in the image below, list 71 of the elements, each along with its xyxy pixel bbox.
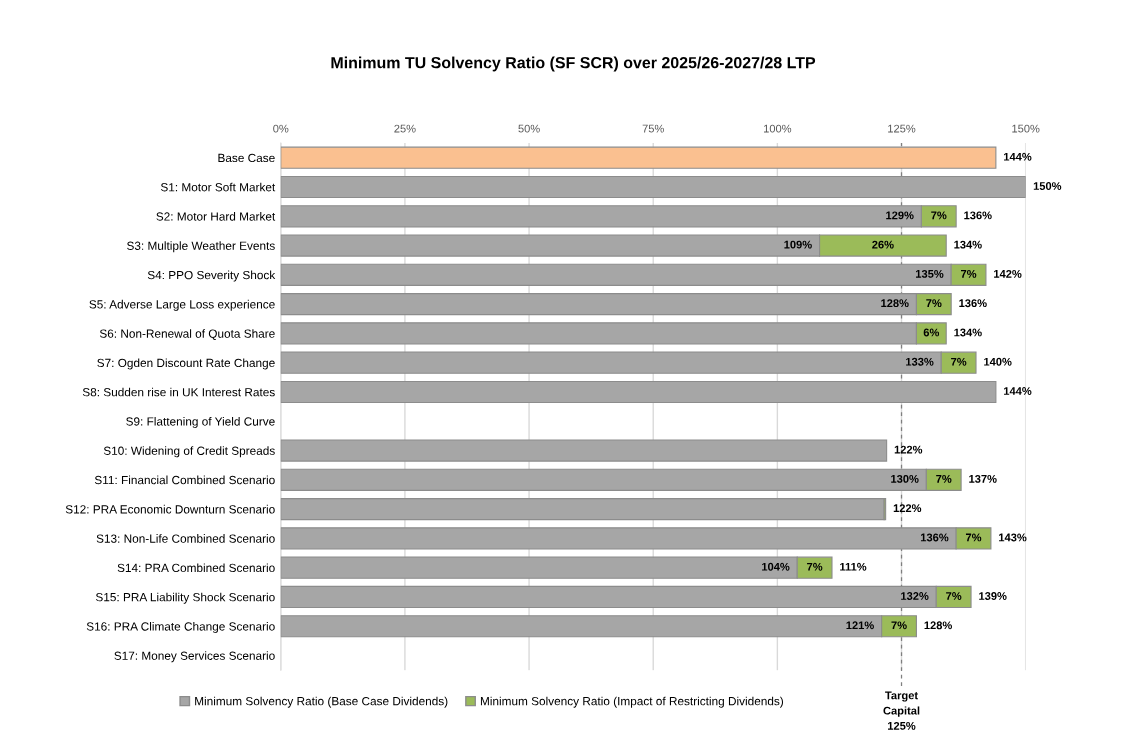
legend-label: Minimum Solvency Ratio (Impact of Restricting Dividends) <box>480 696 784 708</box>
y-tick-label: S9: Flattening of Yield Curve <box>126 416 275 428</box>
ref-line-label: Target Capital 125% <box>883 691 920 730</box>
y-tick-label: S8: Sudden rise in UK Interest Rates <box>82 387 275 397</box>
total-label: 150% <box>1033 182 1062 190</box>
total-label: 134% <box>954 240 982 249</box>
data-label: 7% <box>936 474 952 483</box>
total-label: 139% <box>979 592 1007 600</box>
data-label: 6% <box>923 328 940 337</box>
bar <box>280 498 885 521</box>
data-label: 133% <box>906 357 934 366</box>
data-label: 109% <box>784 240 812 249</box>
total-label: 136% <box>964 211 992 220</box>
x-tick-label: 50% <box>518 124 540 133</box>
y-tick-label: S15: PRA Liability Shock Scenario <box>95 592 275 604</box>
y-tick-label: S16: PRA Climate Change Scenario <box>86 621 275 633</box>
data-label: 7% <box>891 621 907 630</box>
total-label: 111% <box>840 562 867 571</box>
bar <box>280 380 997 404</box>
y-tick-label: S14: PRA Combined Scenario <box>117 563 275 573</box>
data-label: 129% <box>886 211 914 220</box>
total-label: 137% <box>969 474 997 483</box>
data-label: 135% <box>916 269 944 278</box>
total-label: 142% <box>994 269 1022 278</box>
y-tick-label: S5: Adverse Large Loss experience <box>89 299 275 311</box>
x-tick-label: 75% <box>642 124 664 133</box>
data-label: 7% <box>961 269 977 278</box>
data-label: 7% <box>807 562 823 571</box>
x-tick-label: 100% <box>764 124 792 133</box>
data-label: 7% <box>926 299 942 308</box>
total-label: 136% <box>959 299 987 308</box>
x-tick-label: 150% <box>1012 124 1040 133</box>
total-label: 143% <box>999 533 1027 542</box>
data-label: 130% <box>891 474 919 483</box>
data-label: 26% <box>872 240 894 249</box>
y-tick-label: S12: PRA Economic Downturn Scenario <box>65 504 275 514</box>
data-label: 128% <box>881 299 909 308</box>
data-label: 7% <box>946 592 962 600</box>
bar <box>280 146 997 169</box>
data-label: 7% <box>931 211 947 220</box>
y-tick-label: S7: Ogden Discount Rate Change <box>97 358 275 370</box>
data-label: 136% <box>920 533 949 542</box>
legend-label: Minimum Solvency Ratio (Base Case Dividends) <box>195 696 448 708</box>
y-tick-label: S2: Motor Hard Market <box>156 212 276 221</box>
total-label: 128% <box>924 621 952 630</box>
y-tick-label: S13: Non-Life Combined Scenario <box>96 534 275 543</box>
total-label: 134% <box>954 328 982 337</box>
bar <box>280 439 888 462</box>
total-label: 144% <box>1004 152 1032 161</box>
x-tick-label: 25% <box>394 124 416 133</box>
y-tick-label: S6: Non-Renewal of Quota Share <box>99 329 275 340</box>
y-tick-label: S4: PPO Severity Shock <box>147 270 276 282</box>
data-label: 7% <box>951 357 967 366</box>
data-label: 121% <box>846 621 874 630</box>
x-tick-label: 0% <box>273 124 289 133</box>
y-tick-label: Base Case <box>218 153 275 163</box>
data-label: 132% <box>901 592 929 600</box>
data-label: 104% <box>762 562 790 571</box>
y-tick-label: S17: Money Services Scenario <box>114 651 275 663</box>
data-label: 7% <box>965 533 982 542</box>
x-tick-label: 125% <box>888 124 916 133</box>
total-label: 144% <box>1004 387 1032 395</box>
y-tick-label: S11: Financial Combined Scenario <box>94 475 275 485</box>
total-label: 122% <box>893 504 922 513</box>
y-tick-label: S1: Motor Soft Market <box>160 182 276 192</box>
chart-title: Minimum TU Solvency Ratio (SF SCR) over 2025/26-2027/28 LTP <box>331 56 816 72</box>
total-label: 140% <box>984 357 1012 366</box>
bar <box>280 175 1026 199</box>
y-tick-label: S10: Widening of Credit Spreads <box>103 446 275 458</box>
y-tick-label: S3: Multiple Weather Events <box>127 241 275 253</box>
total-label: 122% <box>894 445 923 454</box>
